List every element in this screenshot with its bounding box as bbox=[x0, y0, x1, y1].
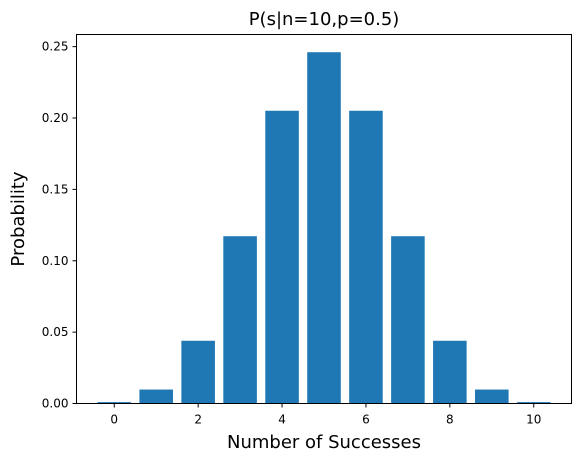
bars-group bbox=[97, 52, 551, 404]
x-tick-label: 4 bbox=[278, 413, 286, 427]
y-tick-label: 0.20 bbox=[42, 111, 69, 125]
chart-title: P(s|n=10,p=0.5) bbox=[249, 9, 400, 30]
x-tick-label: 6 bbox=[362, 413, 370, 427]
plot-frame bbox=[76, 34, 572, 404]
bar-5 bbox=[307, 52, 341, 404]
x-tick-label: 2 bbox=[194, 413, 202, 427]
y-tick-label: 0.10 bbox=[42, 254, 69, 268]
bar-1 bbox=[139, 389, 173, 404]
bar-7 bbox=[391, 236, 425, 404]
x-axis-label: Number of Successes bbox=[227, 432, 421, 453]
bar-6 bbox=[349, 110, 383, 404]
bar-10 bbox=[516, 402, 551, 404]
bar-9 bbox=[475, 389, 509, 404]
x-tick-label: 8 bbox=[446, 413, 454, 427]
x-axis: 0 2 4 6 8 10 bbox=[110, 403, 541, 427]
x-tick-label: 0 bbox=[110, 413, 118, 427]
bar-8 bbox=[433, 340, 467, 404]
bar-3 bbox=[223, 236, 257, 404]
bar-2 bbox=[181, 340, 215, 404]
y-axis-label: Probability bbox=[8, 171, 29, 266]
x-tick-label: 10 bbox=[526, 413, 541, 427]
bar-4 bbox=[265, 110, 299, 404]
y-tick-label: 0.15 bbox=[42, 182, 69, 196]
y-axis: 0.00 0.05 0.10 0.15 0.20 0.25 bbox=[42, 40, 77, 411]
y-tick-label: 0.05 bbox=[42, 325, 69, 339]
y-tick-label: 0.00 bbox=[42, 397, 69, 411]
bar-0 bbox=[97, 402, 132, 404]
y-tick-label: 0.25 bbox=[42, 40, 69, 54]
